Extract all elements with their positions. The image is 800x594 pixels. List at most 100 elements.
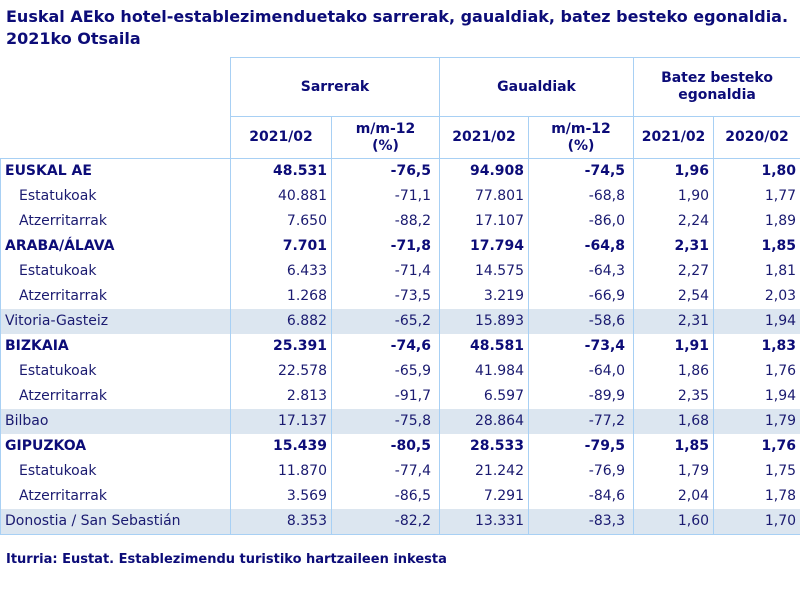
- cell-value: 2,31: [633, 234, 715, 259]
- cell-value: 1.268: [230, 284, 332, 309]
- cell-value: 1,76: [713, 434, 800, 459]
- cell-value: 1,85: [633, 434, 715, 459]
- cell-value: -83,3: [527, 509, 635, 535]
- cell-value: 1,91: [633, 334, 715, 359]
- table-body: EUSKAL AE 48.531 -76,5 94.908 -74,5 1,96 1,80 E…: [0, 158, 800, 535]
- cell-value: -88,2: [331, 209, 440, 234]
- cell-value: -86,5: [331, 484, 440, 509]
- cell-value: 48.531: [230, 158, 332, 184]
- cell-value: 1,94: [713, 309, 800, 334]
- row-label: Vitoria-Gasteiz: [0, 309, 231, 334]
- cell-value: -76,5: [331, 158, 440, 184]
- row-label: Atzerritarrak: [0, 209, 231, 234]
- row-label: Atzerritarrak: [0, 484, 231, 509]
- row-label: Estatukoak: [0, 259, 231, 284]
- cell-value: 1,76: [713, 359, 800, 384]
- cell-value: 40.881: [230, 184, 332, 209]
- row-label: Bilbao: [0, 409, 231, 434]
- cell-value: 1,89: [713, 209, 800, 234]
- subheader-period-prev: 2020/02: [713, 116, 800, 159]
- table-row: Donostia / San Sebastián 8.353 -82,2 13.331…: [0, 509, 800, 535]
- table-row: Atzerritarrak 2.813 -91,7 6.597 -89,9 2,35 1,9…: [0, 384, 800, 409]
- cell-value: 15.893: [439, 309, 529, 334]
- row-label: Donostia / San Sebastián: [0, 509, 231, 535]
- cell-value: 1,94: [713, 384, 800, 409]
- cell-value: 1,78: [713, 484, 800, 509]
- data-table: Sarrerak Gaualdiak Batez besteko egonald…: [0, 57, 800, 535]
- page-title: Euskal AEko hotel-establezimenduetako sa…: [6, 7, 789, 48]
- cell-value: -74,6: [331, 334, 440, 359]
- row-label: Estatukoak: [0, 184, 231, 209]
- header-batez-besteko-egonaldia: Batez besteko egonaldia: [633, 57, 800, 117]
- cell-value: 41.984: [439, 359, 529, 384]
- cell-value: -73,5: [331, 284, 440, 309]
- header-sarrerak: Sarrerak: [230, 57, 440, 117]
- table-row: Atzerritarrak 1.268 -73,5 3.219 -66,9 2,54 2,0…: [0, 284, 800, 309]
- cell-value: 7.650: [230, 209, 332, 234]
- cell-value: 1,90: [633, 184, 715, 209]
- table-row: Estatukoak 6.433 -71,4 14.575 -64,3 2,27 1,81: [0, 259, 800, 284]
- cell-value: 2,04: [633, 484, 715, 509]
- subheader-period: 2021/02: [230, 116, 332, 159]
- cell-value: -65,9: [331, 359, 440, 384]
- cell-value: 77.801: [439, 184, 529, 209]
- cell-value: -80,5: [331, 434, 440, 459]
- cell-value: -64,3: [527, 259, 635, 284]
- cell-value: -73,4: [527, 334, 635, 359]
- table-row: Vitoria-Gasteiz 6.882 -65,2 15.893 -58,6 2,31…: [0, 309, 800, 334]
- cell-value: 1,79: [633, 459, 715, 484]
- cell-value: -65,2: [331, 309, 440, 334]
- cell-value: 21.242: [439, 459, 529, 484]
- cell-value: 2,35: [633, 384, 715, 409]
- cell-value: -77,4: [331, 459, 440, 484]
- subheader-change: m/m-12 (%): [527, 116, 635, 159]
- cell-value: 1,77: [713, 184, 800, 209]
- subheader-period: 2021/02: [439, 116, 529, 159]
- table-row: Estatukoak 22.578 -65,9 41.984 -64,0 1,86 1,76: [0, 359, 800, 384]
- cell-value: 28.864: [439, 409, 529, 434]
- cell-value: 1,86: [633, 359, 715, 384]
- cell-value: -89,9: [527, 384, 635, 409]
- cell-value: 1,70: [713, 509, 800, 535]
- cell-value: 2,03: [713, 284, 800, 309]
- cell-value: 94.908: [439, 158, 529, 184]
- cell-value: 2,27: [633, 259, 715, 284]
- cell-value: 15.439: [230, 434, 332, 459]
- cell-value: -91,7: [331, 384, 440, 409]
- cell-value: 1,60: [633, 509, 715, 535]
- cell-value: 7.291: [439, 484, 529, 509]
- table-row: Atzerritarrak 3.569 -86,5 7.291 -84,6 2,04 1,7…: [0, 484, 800, 509]
- cell-value: -71,4: [331, 259, 440, 284]
- row-label: Atzerritarrak: [0, 384, 231, 409]
- cell-value: 1,83: [713, 334, 800, 359]
- table-row: Estatukoak 40.881 -71,1 77.801 -68,8 1,90 1,77: [0, 184, 800, 209]
- cell-value: 25.391: [230, 334, 332, 359]
- cell-value: 13.331: [439, 509, 529, 535]
- cell-value: 3.219: [439, 284, 529, 309]
- cell-value: -66,9: [527, 284, 635, 309]
- cell-value: -82,2: [331, 509, 440, 535]
- subheader-period: 2021/02: [633, 116, 715, 159]
- cell-value: -84,6: [527, 484, 635, 509]
- row-label: Atzerritarrak: [0, 284, 231, 309]
- cell-value: 14.575: [439, 259, 529, 284]
- header-corner: [0, 57, 231, 159]
- cell-value: -79,5: [527, 434, 635, 459]
- cell-value: -76,9: [527, 459, 635, 484]
- table-row: ARABA/ÁLAVA 7.701 -71,8 17.794 -64,8 2,31 1,85: [0, 234, 800, 259]
- row-label: GIPUZKOA: [0, 434, 231, 459]
- cell-value: -75,8: [331, 409, 440, 434]
- cell-value: 22.578: [230, 359, 332, 384]
- cell-value: 2.813: [230, 384, 332, 409]
- source-note: Iturria: Eustat. Establezimendu turistik…: [6, 552, 447, 567]
- cell-value: -71,1: [331, 184, 440, 209]
- cell-value: -74,5: [527, 158, 635, 184]
- table-row: BIZKAIA 25.391 -74,6 48.581 -73,4 1,91 1,83: [0, 334, 800, 359]
- table-row: GIPUZKOA 15.439 -80,5 28.533 -79,5 1,85 1,76: [0, 434, 800, 459]
- cell-value: 1,75: [713, 459, 800, 484]
- cell-value: 1,79: [713, 409, 800, 434]
- cell-value: 11.870: [230, 459, 332, 484]
- cell-value: 1,85: [713, 234, 800, 259]
- cell-value: 8.353: [230, 509, 332, 535]
- cell-value: 1,81: [713, 259, 800, 284]
